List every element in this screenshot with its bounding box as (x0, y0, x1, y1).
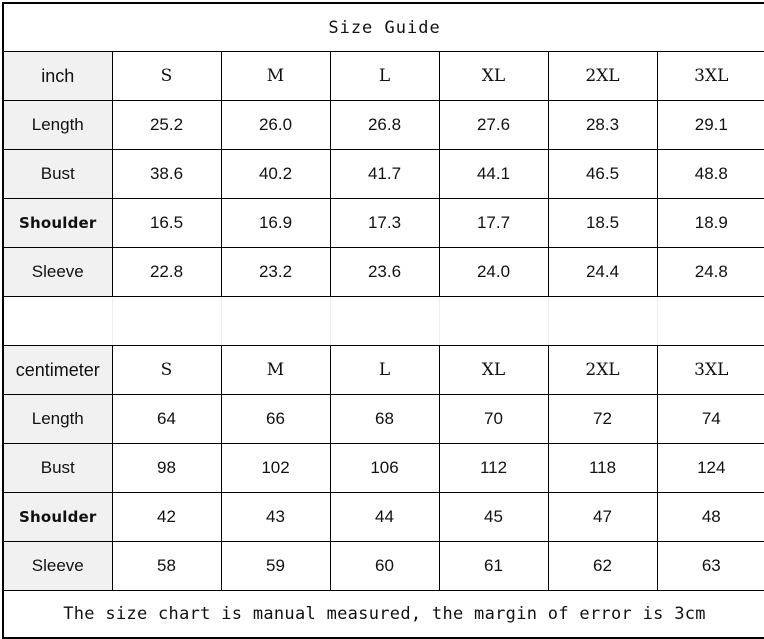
measurement-value-shoulder-XL: 45 (438, 492, 549, 542)
size-column-header-M: M (220, 345, 331, 395)
measurement-value-sleeve-XL: 24.0 (438, 247, 549, 297)
measurement-value-length-3XL: 29.1 (656, 100, 764, 150)
footer-note: The size chart is manual measured, the m… (2, 590, 764, 639)
measurement-value-bust-S: 38.6 (111, 149, 222, 199)
measurement-value-bust-M: 40.2 (220, 149, 331, 199)
measurement-value-length-S: 25.2 (111, 100, 222, 150)
measurement-value-shoulder-S: 16.5 (111, 198, 222, 248)
size-column-header-S: S (111, 51, 222, 101)
size-column-header-3XL: 3XL (656, 51, 764, 101)
measurement-label-length: Length (2, 100, 113, 150)
measurement-value-sleeve-M: 59 (220, 541, 331, 591)
measurement-value-bust-XL: 112 (438, 443, 549, 493)
measurement-value-shoulder-L: 17.3 (329, 198, 440, 248)
spacer-cell (3, 296, 113, 346)
measurement-value-length-S: 64 (111, 394, 222, 444)
measurement-value-length-M: 66 (220, 394, 331, 444)
measurement-value-shoulder-M: 43 (220, 492, 331, 542)
spacer-cell (656, 296, 764, 346)
measurement-value-shoulder-2XL: 47 (547, 492, 658, 542)
unit-header-row-inch: inch S M L XL 2XL 3XL (2, 51, 764, 101)
measurement-value-length-2XL: 28.3 (547, 100, 658, 150)
size-column-header-2XL: 2XL (547, 51, 658, 101)
table-row: Length 25.2 26.0 26.8 27.6 28.3 29.1 (2, 100, 764, 150)
size-column-header-S: S (111, 345, 222, 395)
measurement-label-bust: Bust (2, 149, 113, 199)
measurement-value-bust-3XL: 48.8 (656, 149, 764, 199)
size-column-header-XL: XL (438, 51, 549, 101)
measurement-value-length-M: 26.0 (220, 100, 331, 150)
title-row: Size Guide (2, 2, 764, 52)
unit-header-row-centimeter: centimeter S M L XL 2XL 3XL (2, 345, 764, 395)
table-row: Sleeve 58 59 60 61 62 63 (2, 541, 764, 591)
measurement-value-shoulder-3XL: 48 (656, 492, 764, 542)
size-column-header-2XL: 2XL (547, 345, 658, 395)
footer-note-row: The size chart is manual measured, the m… (2, 590, 764, 639)
measurement-value-bust-2XL: 46.5 (547, 149, 658, 199)
spacer-cell (547, 296, 658, 346)
page-title: Size Guide (2, 2, 764, 52)
measurement-value-bust-L: 41.7 (329, 149, 440, 199)
measurement-label-shoulder: Shoulder (2, 492, 113, 542)
measurement-value-shoulder-2XL: 18.5 (547, 198, 658, 248)
measurement-value-length-L: 68 (329, 394, 440, 444)
spacer-cell (438, 296, 549, 346)
unit-label-centimeter: centimeter (2, 345, 113, 395)
measurement-value-shoulder-XL: 17.7 (438, 198, 549, 248)
measurement-value-bust-L: 106 (329, 443, 440, 493)
measurement-value-shoulder-M: 16.9 (220, 198, 331, 248)
measurement-label-bust: Bust (2, 443, 113, 493)
measurement-value-sleeve-3XL: 24.8 (656, 247, 764, 297)
table-row: Shoulder 16.5 16.9 17.3 17.7 18.5 18.9 (2, 198, 764, 248)
measurement-value-bust-3XL: 124 (656, 443, 764, 493)
size-column-header-3XL: 3XL (656, 345, 764, 395)
measurement-value-shoulder-3XL: 18.9 (656, 198, 764, 248)
spacer-cell (220, 296, 331, 346)
measurement-value-sleeve-S: 58 (111, 541, 222, 591)
measurement-value-sleeve-XL: 61 (438, 541, 549, 591)
table-row: Bust 38.6 40.2 41.7 44.1 46.5 48.8 (2, 149, 764, 199)
size-column-header-L: L (329, 51, 440, 101)
measurement-value-bust-S: 98 (111, 443, 222, 493)
unit-label-inch: inch (2, 51, 113, 101)
table-row: Bust 98 102 106 112 118 124 (2, 443, 764, 493)
measurement-value-length-2XL: 72 (547, 394, 658, 444)
measurement-value-shoulder-L: 44 (329, 492, 440, 542)
measurement-value-length-XL: 27.6 (438, 100, 549, 150)
measurement-value-length-3XL: 74 (656, 394, 764, 444)
table-row: Sleeve 22.8 23.2 23.6 24.0 24.4 24.8 (2, 247, 764, 297)
table-row: Shoulder 42 43 44 45 47 48 (2, 492, 764, 542)
measurement-label-length: Length (2, 394, 113, 444)
measurement-value-shoulder-S: 42 (111, 492, 222, 542)
measurement-value-sleeve-M: 23.2 (220, 247, 331, 297)
size-column-header-L: L (329, 345, 440, 395)
size-column-header-XL: XL (438, 345, 549, 395)
measurement-value-length-L: 26.8 (329, 100, 440, 150)
measurement-value-length-XL: 70 (438, 394, 549, 444)
spacer-cell (329, 296, 440, 346)
measurement-value-sleeve-2XL: 24.4 (547, 247, 658, 297)
size-column-header-M: M (220, 51, 331, 101)
measurement-value-sleeve-L: 23.6 (329, 247, 440, 297)
table-row: Length 64 66 68 70 72 74 (2, 394, 764, 444)
measurement-value-sleeve-L: 60 (329, 541, 440, 591)
table-spacer-row (3, 296, 764, 346)
measurement-label-shoulder: Shoulder (2, 198, 113, 248)
measurement-label-sleeve: Sleeve (2, 541, 113, 591)
measurement-label-sleeve: Sleeve (2, 247, 113, 297)
measurement-value-bust-XL: 44.1 (438, 149, 549, 199)
measurement-value-sleeve-3XL: 63 (656, 541, 764, 591)
measurement-value-bust-M: 102 (220, 443, 331, 493)
measurement-value-sleeve-2XL: 62 (547, 541, 658, 591)
measurement-value-bust-2XL: 118 (547, 443, 658, 493)
measurement-value-sleeve-S: 22.8 (111, 247, 222, 297)
spacer-cell (111, 296, 222, 346)
